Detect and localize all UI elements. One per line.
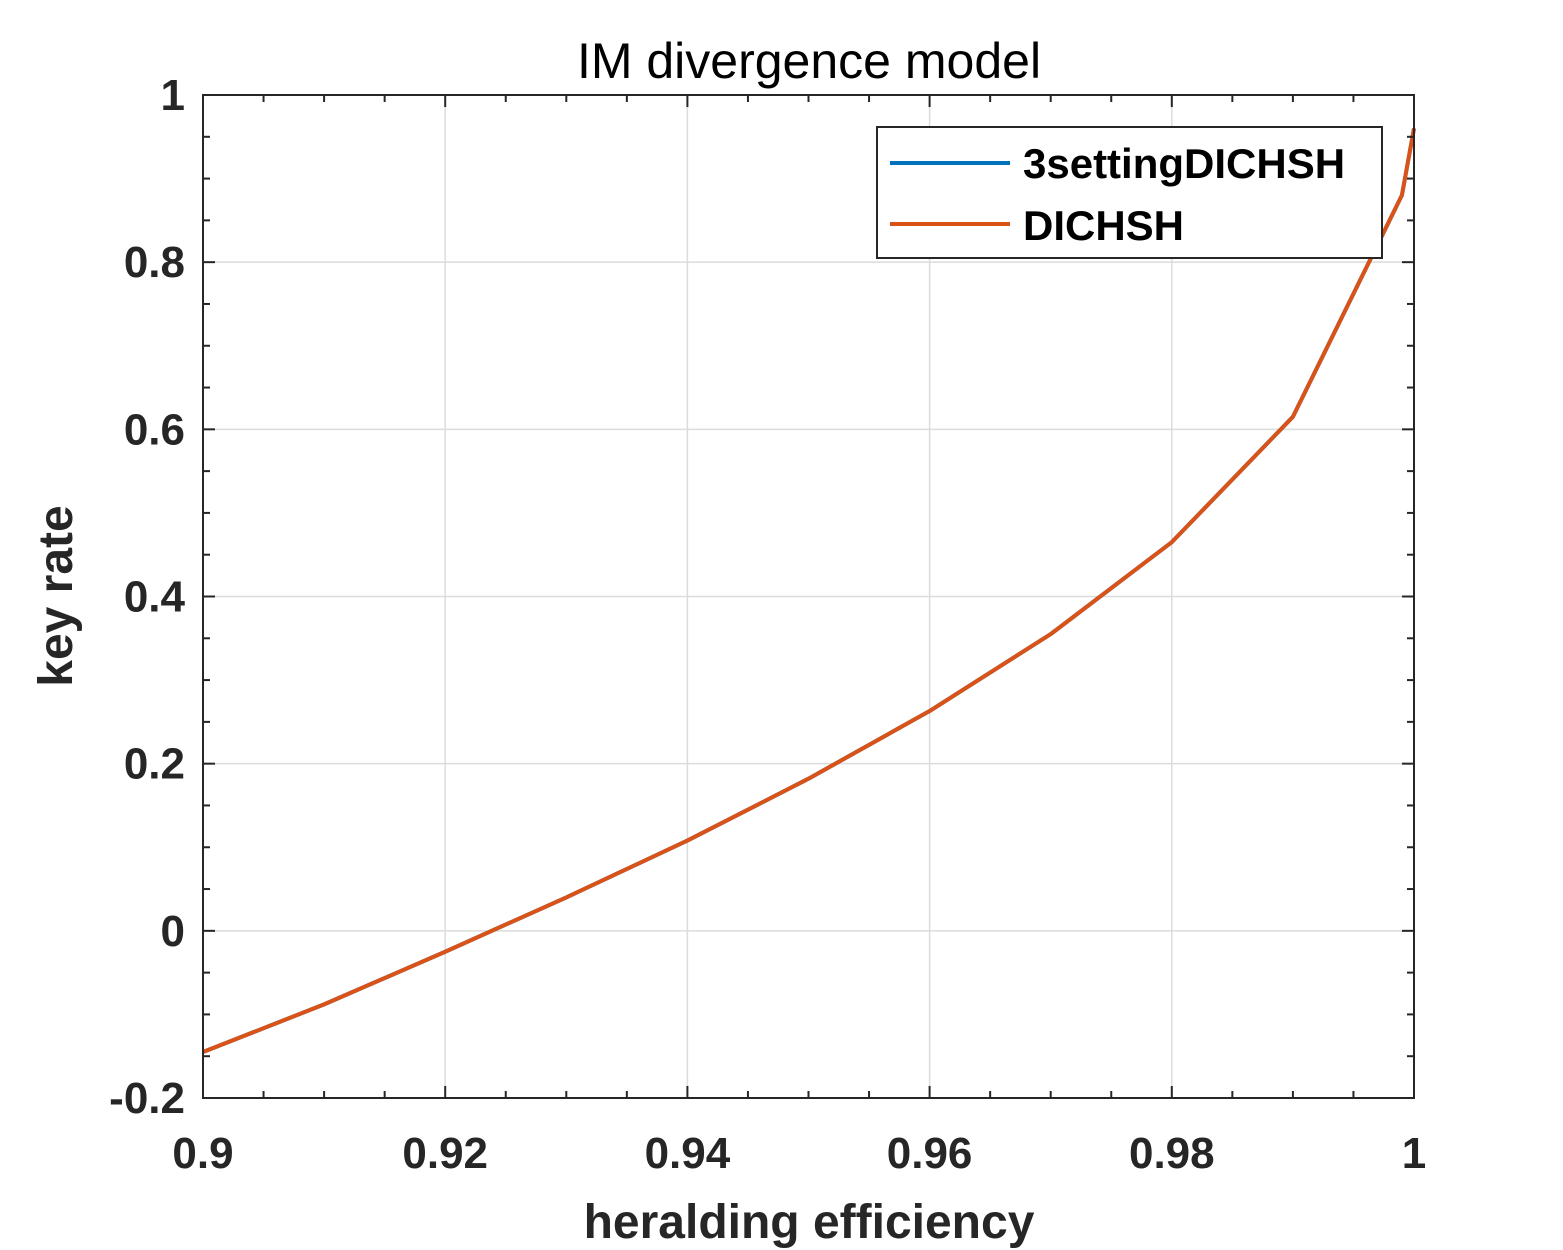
series-layer — [202, 128, 1416, 1054]
y-tick-label: -0.2 — [109, 1074, 185, 1123]
y-tick-label: 0.2 — [124, 740, 185, 789]
y-tick-label: 0.6 — [124, 405, 185, 454]
y-tick-label: 0.8 — [124, 238, 185, 287]
series-line-DICHSH — [202, 128, 1416, 1054]
y-tick-label: 0.4 — [124, 573, 186, 622]
legend-label-3settingDICHSH: 3settingDICHSH — [1023, 140, 1345, 187]
legend-box — [876, 126, 1383, 259]
x-tick-label: 0.96 — [887, 1129, 973, 1178]
y-axis-title: key rate — [30, 505, 83, 686]
legend-label-DICHSH: DICHSH — [1023, 202, 1184, 249]
x-tick-label: 0.9 — [172, 1129, 233, 1178]
x-tick-label: 0.94 — [645, 1129, 731, 1178]
plot-frame — [202, 94, 1415, 1099]
grid-lines — [202, 94, 1415, 1099]
x-axis-title: heralding efficiency — [584, 1196, 1035, 1249]
y-tick-label: 1 — [161, 71, 185, 120]
x-tick-label: 0.98 — [1129, 1129, 1215, 1178]
minor-ticks — [202, 94, 1415, 1099]
x-tick-label: 1 — [1402, 1129, 1426, 1178]
x-tick-label: 0.92 — [402, 1129, 488, 1178]
y-tick-label: 0 — [161, 907, 185, 956]
tick-labels: 0.9 0.92 0.94 0.96 0.98 1 -0.2 0 0.2 0.4 0.6 0.8 1 — [109, 71, 1426, 1178]
legend: 3settingDICHSH DICHSH — [876, 126, 1383, 259]
chart-title: IM divergence model — [577, 33, 1041, 89]
